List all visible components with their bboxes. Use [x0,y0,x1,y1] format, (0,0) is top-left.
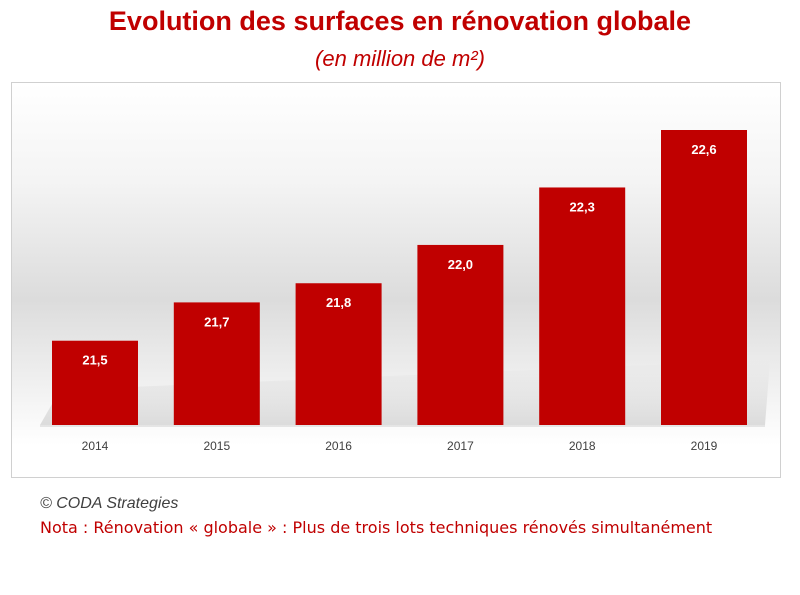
data-label-2019: 22,6 [691,142,716,157]
data-label-2017: 22,0 [448,257,473,272]
data-label-2015: 21,7 [204,314,229,329]
bar-2018 [539,187,626,425]
copyright-note: © CODA Strategies [40,495,179,512]
data-label-2014: 21,5 [82,353,107,368]
x-tick-2016: 2016 [325,439,352,453]
bar-2015 [173,302,260,425]
x-tick-2019: 2019 [691,439,718,453]
bar-2019 [661,130,747,425]
data-label-2018: 22,3 [570,199,595,214]
x-tick-2017: 2017 [447,439,474,453]
x-tick-2018: 2018 [569,439,596,453]
x-tick-2015: 2015 [203,439,230,453]
bar-2017 [417,244,504,425]
chart-floor [40,360,770,425]
data-label-2016: 21,8 [326,295,351,310]
chart-subtitle: (en million de m²) [315,46,485,71]
bar-2014 [52,340,138,425]
chart-title: Evolution des surfaces en rénovation glo… [108,6,692,36]
x-tick-2014: 2014 [82,439,109,453]
footnote: Nota : Rénovation « globale » : Plus de … [40,518,713,537]
bar-2016 [295,283,382,425]
